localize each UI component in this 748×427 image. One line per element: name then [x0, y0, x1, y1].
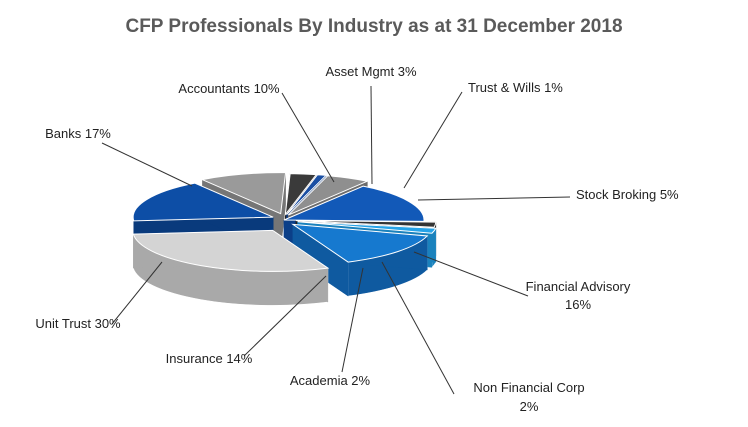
pie-tops [132, 172, 437, 272]
slice-labels: Asset Mgmt 3% Trust & Wills 1% Stock Broki… [35, 64, 679, 414]
leader-line [381, 261, 455, 395]
leader-line [403, 91, 463, 189]
slice-label: Unit Trust 30% [35, 316, 121, 331]
leader-line [281, 92, 335, 183]
slice-label: Stock Broking 5% [576, 187, 679, 202]
slice-label-value: 16% [565, 297, 591, 312]
slice-financial-advisory [283, 185, 425, 222]
slice-label: Trust & Wills 1% [468, 80, 563, 95]
chart-title: CFP Professionals By Industry as at 31 D… [125, 16, 623, 37]
slice-label: Insurance 14% [166, 351, 253, 366]
leader-line [417, 196, 571, 201]
leader-line [101, 142, 193, 187]
slice-insurance-14 [291, 223, 429, 263]
slice-stock-broking-5 [287, 175, 370, 216]
leader-line [413, 251, 529, 297]
slice-label: Academia 2% [290, 373, 371, 388]
slice-label: Accountants 10% [178, 81, 280, 96]
leader-line [341, 267, 364, 373]
slice-asset-mgmt-3 [284, 173, 318, 217]
slice-unit-trust-30 [132, 229, 330, 272]
slice-label: Non Financial Corp [473, 380, 584, 395]
slice-label: Financial Advisory [526, 279, 631, 294]
leader-lines [101, 85, 571, 395]
leader-line [111, 261, 163, 325]
slice-label-value: 2% [520, 399, 539, 414]
slice-academia-2 [297, 221, 437, 234]
slice-label: Asset Mgmt 3% [325, 64, 416, 79]
slice-non-financial-corp [295, 220, 437, 228]
leader-line [243, 275, 327, 357]
slice-trust-wills-1 [286, 174, 328, 216]
slice-accountants-10 [200, 172, 287, 215]
slice-banks-17 [132, 182, 274, 222]
slice-label: Banks 17% [45, 126, 111, 141]
leader-line [370, 85, 373, 185]
